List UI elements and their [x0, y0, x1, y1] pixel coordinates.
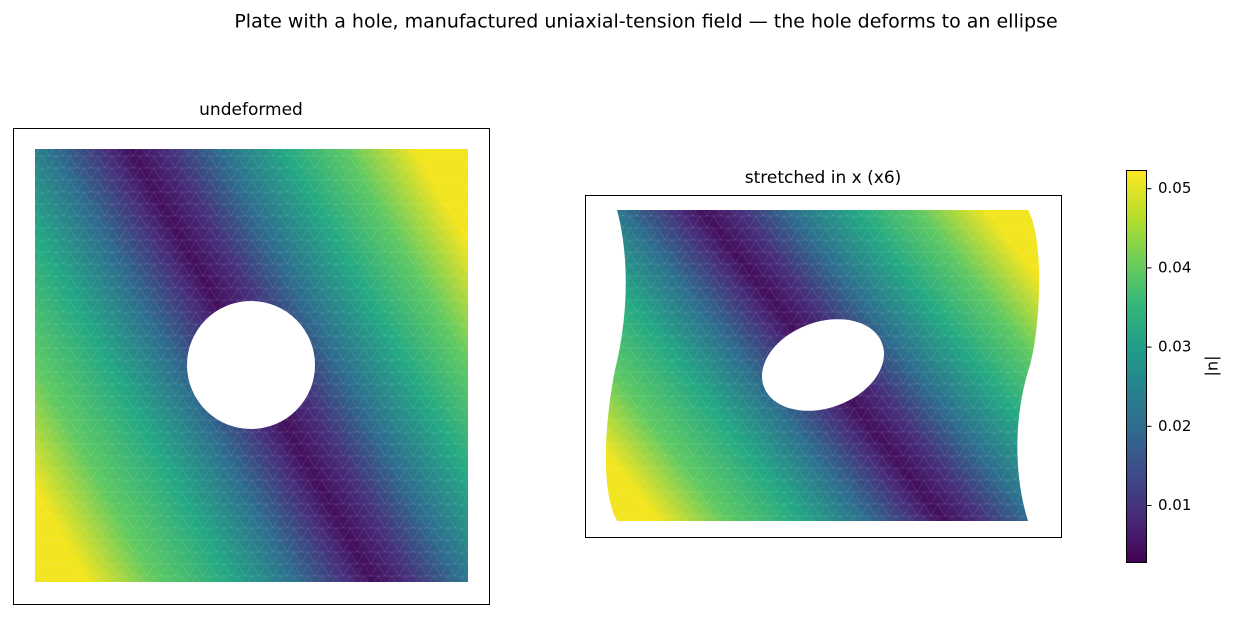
panel-stretched: stretched in x (x6) — [585, 168, 1062, 538]
panel-undeformed: undeformed — [13, 100, 490, 605]
panel-title: undeformed — [199, 100, 303, 120]
mesh-field — [605, 210, 1040, 521]
mesh-field — [35, 149, 468, 582]
figure-title: Plate with a hole, manufactured uniaxial… — [234, 11, 1057, 33]
colorbar-tick-label: 0.02 — [1158, 417, 1191, 435]
colorbar-tick-label: 0.05 — [1158, 179, 1191, 197]
colorbar: |u| 0.01 0.02 0.03 0.04 0.05 — [1126, 170, 1224, 563]
colorbar-tick-label: 0.04 — [1158, 258, 1191, 276]
axes-frame — [13, 128, 490, 605]
colorbar-bar — [1126, 170, 1147, 563]
panel-title: stretched in x (x6) — [745, 168, 902, 188]
colorbar-tick-label: 0.03 — [1158, 338, 1191, 356]
colorbar-tick-label: 0.01 — [1158, 496, 1191, 514]
axes-frame — [585, 195, 1062, 538]
colorbar-label: |u| — [1205, 356, 1224, 377]
